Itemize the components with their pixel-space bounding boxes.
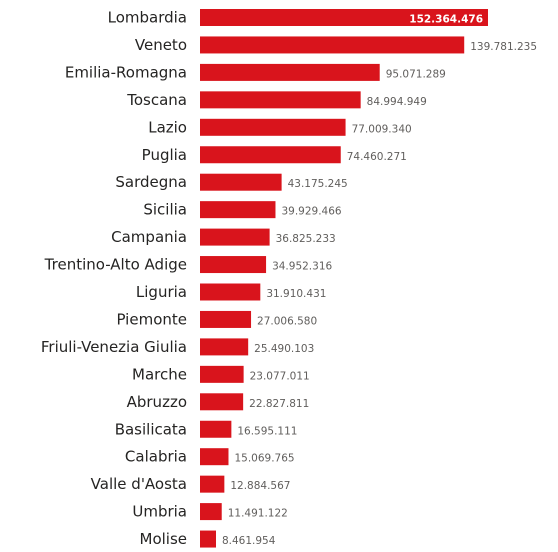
bar[interactable] (200, 256, 267, 274)
bar[interactable] (200, 420, 232, 438)
bar[interactable] (200, 310, 252, 328)
category-label: Valle d'Aosta (91, 475, 187, 493)
data-label: 11.491.122 (228, 508, 288, 520)
bar[interactable] (200, 91, 361, 109)
data-label: 8.461.954 (222, 535, 276, 547)
category-label: Veneto (135, 36, 187, 54)
bar[interactable] (200, 283, 261, 301)
category-label: Campania (111, 228, 187, 246)
category-label: Lazio (148, 118, 187, 136)
data-label: 36.825.233 (276, 233, 336, 245)
data-label: 139.781.235 (470, 41, 537, 53)
data-label: 152.364.476 (409, 14, 483, 26)
category-label: Abruzzo (127, 393, 187, 411)
bar[interactable] (200, 530, 216, 548)
category-labels: Lombardia Veneto Emilia-Romagna Toscana Lazi… (41, 9, 187, 549)
data-label: 23.077.011 (250, 370, 310, 382)
bar[interactable] (200, 338, 249, 356)
category-label: Piemonte (116, 310, 187, 328)
data-label: 74.460.271 (347, 151, 407, 163)
category-label: Marche (132, 365, 187, 383)
category-label: Calabria (125, 448, 187, 466)
data-label: 22.827.811 (249, 398, 309, 410)
bar[interactable] (200, 448, 229, 466)
category-label: Puglia (142, 146, 187, 164)
category-label: Basilicata (115, 420, 187, 438)
bar[interactable] (200, 503, 222, 521)
category-label: Sardegna (115, 173, 187, 191)
bar[interactable] (200, 475, 225, 493)
data-label: 25.490.103 (254, 343, 314, 355)
category-label: Liguria (136, 283, 187, 301)
category-label: Toscana (126, 91, 187, 109)
category-label: Molise (140, 530, 188, 548)
bar[interactable] (200, 36, 465, 54)
bar[interactable] (200, 9, 488, 26)
category-label: Sicilia (143, 201, 187, 219)
bar[interactable] (200, 365, 244, 383)
value-labels: 152.364.476 139.781.235 95.071.289 84.994.9… (222, 14, 537, 548)
bar[interactable] (200, 173, 282, 191)
data-label: 16.595.111 (237, 425, 297, 437)
data-label: 77.009.340 (352, 123, 412, 135)
data-label: 34.952.316 (272, 261, 332, 273)
bar[interactable] (200, 146, 341, 164)
bar[interactable] (200, 118, 346, 136)
category-label: Trentino-Alto Adige (44, 256, 187, 274)
category-label: Lombardia (108, 9, 187, 27)
data-label: 15.069.765 (234, 453, 294, 465)
bar[interactable] (200, 63, 380, 81)
bar[interactable] (200, 228, 270, 246)
data-label: 27.006.580 (257, 315, 317, 327)
data-label: 43.175.245 (288, 178, 348, 190)
bars (200, 9, 488, 548)
data-label: 31.910.431 (266, 288, 326, 300)
data-label: 95.071.289 (386, 68, 446, 80)
category-label: Emilia-Romagna (65, 63, 187, 81)
data-label: 84.994.949 (367, 96, 427, 108)
category-label: Umbria (132, 503, 187, 521)
data-label: 39.929.466 (281, 206, 341, 218)
bar[interactable] (200, 393, 244, 411)
data-label: 12.884.567 (230, 480, 290, 492)
category-label: Friuli-Venezia Giulia (41, 338, 187, 356)
bar[interactable] (200, 201, 276, 219)
